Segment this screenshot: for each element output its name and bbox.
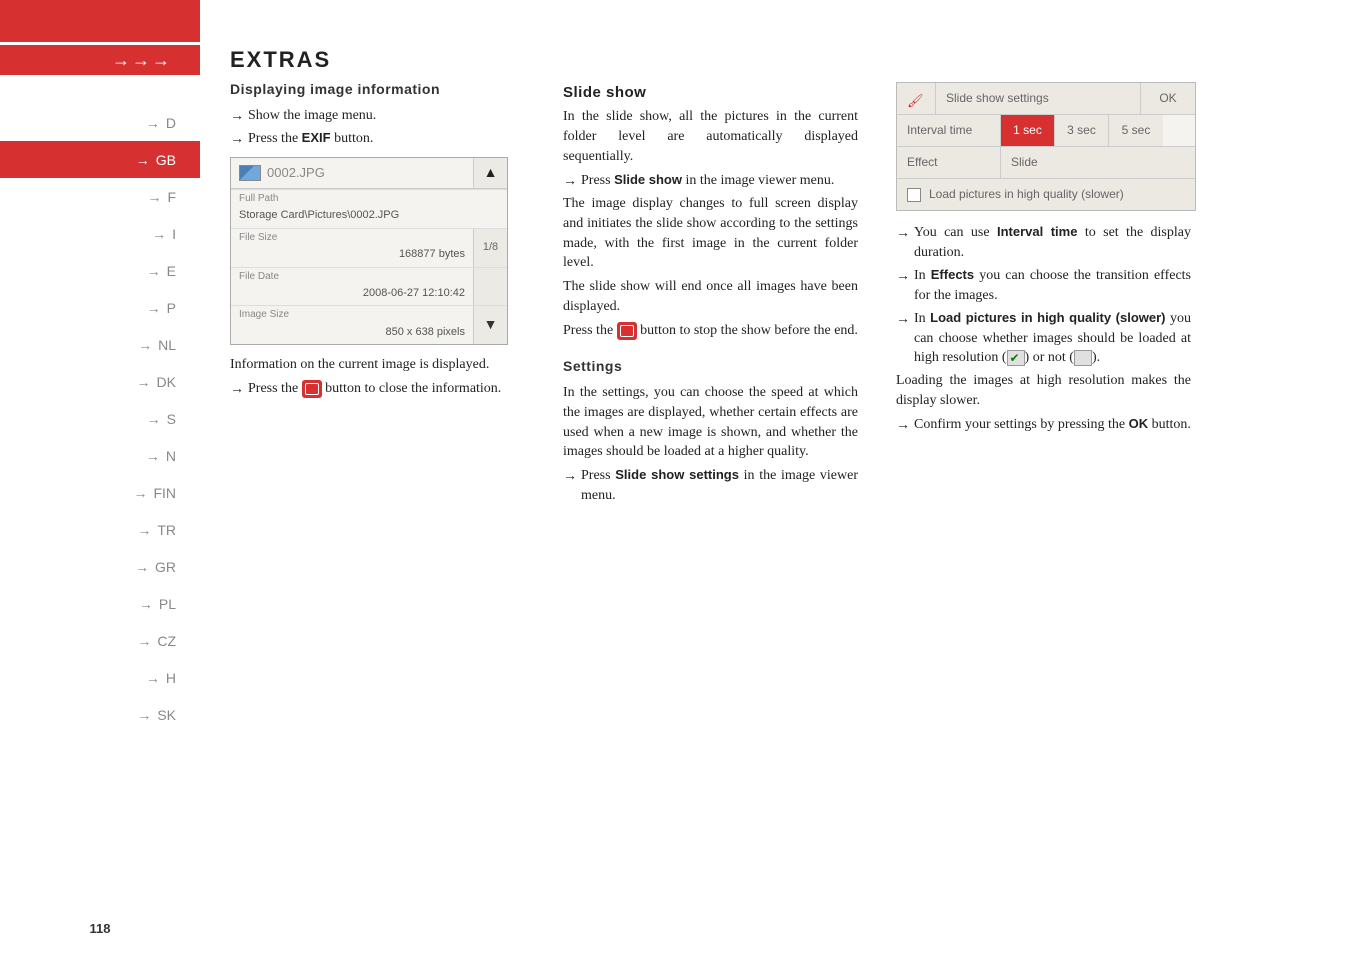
sidebar-item-tr[interactable]: →TR xyxy=(0,511,200,548)
column-3: Slide show settings OK Interval time 1 s… xyxy=(896,80,1191,934)
checkbox-icon[interactable] xyxy=(907,188,921,202)
interval-option[interactable]: 1 sec xyxy=(1001,115,1055,146)
column-1: Displaying image information →Show the i… xyxy=(230,80,525,934)
sidebar-item-e[interactable]: →E xyxy=(0,252,200,289)
heading-settings: Settings xyxy=(563,357,858,377)
counter-cell: 1/8 xyxy=(473,229,507,267)
slideshow-settings-box: Slide show settings OK Interval time 1 s… xyxy=(896,82,1196,211)
date-value: 2008-06-27 12:10:42 xyxy=(231,284,473,306)
loading-note: Loading the images at high resolution ma… xyxy=(896,371,1191,411)
sidebar-item-d[interactable]: →D xyxy=(0,104,200,141)
note-effects: →In Effects you can choose the transitio… xyxy=(896,266,1191,306)
settings-desc: In the settings, you can choose the spee… xyxy=(563,383,858,463)
sidebar-item-pl[interactable]: →PL xyxy=(0,585,200,622)
imgsize-value: 850 x 638 pixels xyxy=(231,323,473,345)
sidebar-item-cz[interactable]: →CZ xyxy=(0,622,200,659)
load-quality-label: Load pictures in high quality (slower) xyxy=(929,186,1124,203)
heading-display-info: Displaying image information xyxy=(230,80,525,100)
file-name-cell: 0002.JPG xyxy=(231,158,473,188)
file-info-box: 0002.JPG ▲ Full PathStorage Card\Picture… xyxy=(230,157,508,346)
note-load-quality: →In Load pictures in high quality (slowe… xyxy=(896,309,1191,369)
sidebar-item-sk[interactable]: →SK xyxy=(0,696,200,733)
settings-title: Slide show settings xyxy=(936,83,1141,114)
step-close-info: →Press the button to close the informati… xyxy=(230,379,525,399)
nav-up-button[interactable]: ▲ xyxy=(473,158,507,188)
page-number: 118 xyxy=(0,921,200,936)
effect-label: Effect xyxy=(897,147,1001,178)
interval-option[interactable]: 5 sec xyxy=(1109,115,1163,146)
path-value: Storage Card\Pictures\0002.JPG xyxy=(231,206,507,228)
page-title: EXTRAS xyxy=(200,47,331,73)
sidebar-item-s[interactable]: →S xyxy=(0,400,200,437)
step-press-slideshow: →Press Slide show in the image viewer me… xyxy=(563,171,858,191)
sidebar-item-n[interactable]: →N xyxy=(0,437,200,474)
step-press-exif: →Press the EXIF button. xyxy=(230,129,525,149)
load-quality-row[interactable]: Load pictures in high quality (slower) xyxy=(897,179,1195,210)
slideshow-p2: The image display changes to full screen… xyxy=(563,194,858,274)
language-nav: →D→GB→F→I→E→P→NL→DK→S→N→FIN→TR→GR→PL→CZ→… xyxy=(0,104,200,733)
checked-icon xyxy=(1007,350,1025,366)
back-icon xyxy=(617,322,637,340)
unchecked-icon xyxy=(1074,350,1092,366)
thumbnail-icon xyxy=(239,165,261,181)
column-2: Slide show In the slide show, all the pi… xyxy=(563,80,858,934)
arrows-tab: →→→ xyxy=(0,45,200,75)
size-label: File Size xyxy=(231,229,473,245)
nav-spacer xyxy=(473,268,507,306)
size-value: 168877 bytes xyxy=(231,245,473,267)
path-label: Full Path xyxy=(231,190,507,206)
sidebar-item-f[interactable]: →F xyxy=(0,178,200,215)
nav-down-button[interactable]: ▼ xyxy=(473,306,507,344)
back-icon xyxy=(302,380,322,398)
sidebar-item-i[interactable]: →I xyxy=(0,215,200,252)
slideshow-desc: In the slide show, all the pictures in t… xyxy=(563,107,858,167)
note-interval: →You can use Interval time to set the di… xyxy=(896,223,1191,263)
step-confirm-ok: →Confirm your settings by pressing the O… xyxy=(896,415,1191,435)
interval-option[interactable]: 3 sec xyxy=(1055,115,1109,146)
ok-button[interactable]: OK xyxy=(1141,83,1195,114)
sidebar-item-fin[interactable]: →FIN xyxy=(0,474,200,511)
brush-icon xyxy=(897,83,936,114)
interval-label: Interval time xyxy=(897,115,1001,146)
sidebar-item-nl[interactable]: →NL xyxy=(0,326,200,363)
slideshow-p3: The slide show will end once all images … xyxy=(563,277,858,317)
info-displayed-text: Information on the current image is disp… xyxy=(230,355,525,375)
red-header-block xyxy=(0,0,200,42)
sidebar-item-dk[interactable]: →DK xyxy=(0,363,200,400)
heading-slide-show: Slide show xyxy=(563,82,858,103)
effect-value[interactable]: Slide xyxy=(1001,147,1195,178)
title-row: EXTRAS xyxy=(200,45,331,75)
sidebar: →→→ →D→GB→F→I→E→P→NL→DK→S→N→FIN→TR→GR→PL… xyxy=(0,0,200,954)
imgsize-label: Image Size xyxy=(231,306,473,322)
step-show-menu: →Show the image menu. xyxy=(230,106,525,126)
sidebar-item-p[interactable]: →P xyxy=(0,289,200,326)
sidebar-item-h[interactable]: →H xyxy=(0,659,200,696)
slideshow-p4: Press the button to stop the show before… xyxy=(563,321,858,341)
sidebar-item-gb[interactable]: →GB xyxy=(0,141,200,178)
step-press-settings: →Press Slide show settings in the image … xyxy=(563,466,858,506)
date-label: File Date xyxy=(231,268,473,284)
sidebar-item-gr[interactable]: →GR xyxy=(0,548,200,585)
